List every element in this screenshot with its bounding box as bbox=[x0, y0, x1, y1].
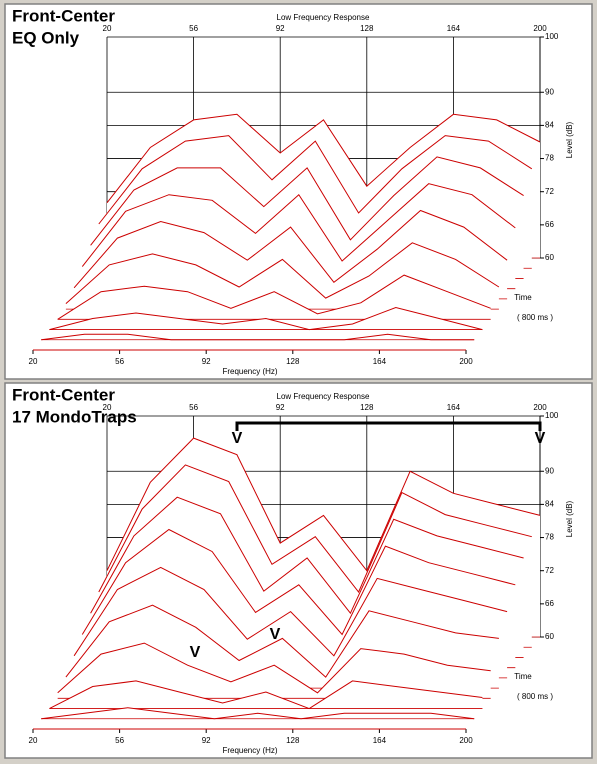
slice-line bbox=[81, 528, 516, 636]
x-tick-label: 56 bbox=[115, 736, 124, 745]
x-tick-label: 20 bbox=[29, 357, 38, 366]
y-tick-label: 84 bbox=[545, 500, 554, 509]
slice-fill bbox=[41, 707, 475, 719]
x-tick-label-top: 164 bbox=[447, 403, 461, 412]
slice-fill bbox=[41, 334, 475, 340]
x-tick-label: 200 bbox=[459, 736, 473, 745]
y-tick-label: 72 bbox=[545, 187, 554, 196]
slice-line bbox=[73, 566, 508, 657]
slice-line bbox=[65, 242, 500, 304]
slice-line bbox=[65, 604, 499, 678]
x-tick-label-top: 20 bbox=[103, 403, 112, 412]
y-tick-label: 84 bbox=[545, 121, 554, 130]
time-label: Time bbox=[514, 672, 532, 681]
slice-line bbox=[106, 113, 541, 204]
top-label: Low Frequency Response bbox=[277, 392, 370, 401]
y-tick-label: 72 bbox=[545, 566, 554, 575]
x-tick-label: 20 bbox=[29, 736, 38, 745]
y-axis-label: Level (dB) bbox=[565, 121, 574, 158]
panel-title: Front-Center bbox=[12, 385, 115, 404]
time-label: ( 800 ms ) bbox=[517, 692, 553, 701]
x-tick-label: 56 bbox=[115, 357, 124, 366]
x-tick-label-top: 92 bbox=[276, 403, 285, 412]
time-label: ( 800 ms ) bbox=[517, 313, 553, 322]
y-tick-label: 60 bbox=[545, 632, 554, 641]
x-tick-label-top: 128 bbox=[360, 403, 374, 412]
y-tick-label: 60 bbox=[545, 253, 554, 262]
panel-subtitle: 17 MondoTraps bbox=[12, 407, 137, 426]
y-tick-label: 78 bbox=[545, 533, 554, 542]
x-tick-label-top: 128 bbox=[360, 24, 374, 33]
slice-line bbox=[98, 464, 532, 593]
x-tick-label: 128 bbox=[286, 736, 300, 745]
y-tick-label: 66 bbox=[545, 220, 554, 229]
x-tick-label: 92 bbox=[202, 736, 211, 745]
slice-line bbox=[73, 209, 508, 289]
slice-line bbox=[90, 496, 524, 615]
x-tick-label: 164 bbox=[373, 736, 387, 745]
slice-line bbox=[41, 707, 475, 720]
slice-line bbox=[49, 680, 483, 710]
slice-line bbox=[57, 274, 491, 320]
y-tick-label: 100 bbox=[545, 411, 559, 420]
annotation: V bbox=[270, 626, 281, 643]
annotation: V bbox=[535, 430, 546, 447]
y-tick-label: 90 bbox=[545, 466, 554, 475]
x-tick-label-top: 20 bbox=[103, 24, 112, 33]
slice-line bbox=[49, 306, 483, 331]
x-tick-label-top: 56 bbox=[189, 403, 198, 412]
y-tick-label: 66 bbox=[545, 599, 554, 608]
annotation: V bbox=[232, 430, 243, 447]
bracket bbox=[235, 421, 542, 431]
annotation: V bbox=[190, 644, 201, 661]
y-tick-label: 78 bbox=[545, 154, 554, 163]
time-label: Time bbox=[514, 293, 532, 302]
y-tick-label: 90 bbox=[545, 87, 554, 96]
y-tick-label: 100 bbox=[545, 32, 559, 41]
slice-line bbox=[98, 135, 533, 225]
x-tick-label-top: 164 bbox=[447, 24, 461, 33]
panel-subtitle: EQ Only bbox=[12, 28, 80, 47]
x-tick-label: 128 bbox=[286, 357, 300, 366]
y-axis-label: Level (dB) bbox=[565, 500, 574, 537]
slice-line bbox=[90, 156, 524, 246]
x-tick-label-top: 200 bbox=[533, 24, 547, 33]
x-tick-label: 200 bbox=[459, 357, 473, 366]
panel: Front-Center 17 MondoTraps Low Frequency R… bbox=[4, 382, 593, 759]
slice-line bbox=[106, 437, 541, 572]
slice-line bbox=[81, 183, 516, 267]
slice-line bbox=[57, 642, 491, 694]
x-tick-label: 92 bbox=[202, 357, 211, 366]
x-axis-label: Frequency (Hz) bbox=[222, 746, 277, 755]
top-label: Low Frequency Response bbox=[277, 13, 370, 22]
slice-fill bbox=[49, 680, 483, 709]
x-axis-label: Frequency (Hz) bbox=[222, 367, 277, 376]
slice-fill bbox=[57, 275, 491, 320]
x-tick-label: 164 bbox=[373, 357, 387, 366]
x-tick-label-top: 92 bbox=[276, 24, 285, 33]
panel: Front-Center EQ Only Low Frequency Respons… bbox=[4, 3, 593, 380]
panel-title: Front-Center bbox=[12, 6, 115, 25]
x-tick-label-top: 200 bbox=[533, 403, 547, 412]
x-tick-label-top: 56 bbox=[189, 24, 198, 33]
